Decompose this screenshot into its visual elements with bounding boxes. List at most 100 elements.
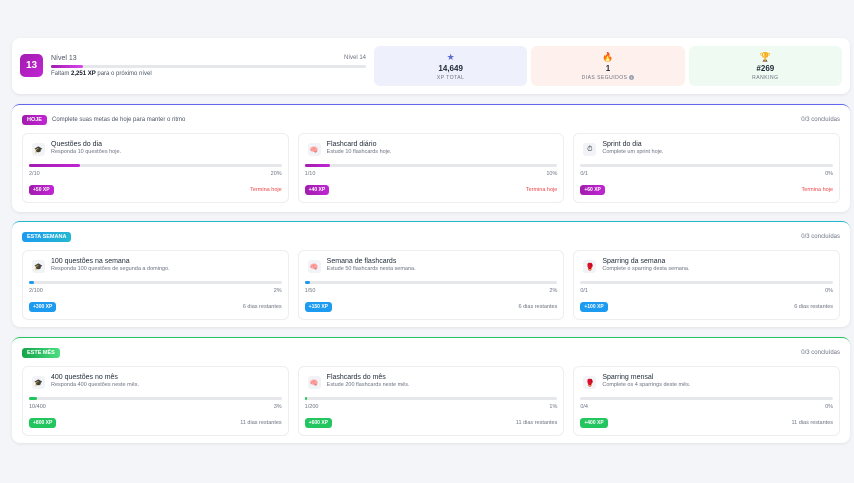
quest-deadline: 11 dias restantes: [240, 420, 282, 426]
section-week: ESTA SEMANA 0/3 concluídas 🎓 100 questões…: [12, 221, 850, 327]
streak-value: 1: [605, 63, 611, 73]
ranking-value: #269: [756, 63, 775, 73]
level-badge: 13: [20, 54, 43, 77]
xp-reward-badge: +400 XP: [580, 418, 608, 428]
quest-percent: 2%: [549, 288, 558, 294]
quest-deadline: 11 dias restantes: [515, 420, 558, 426]
quest-progress-fill: [29, 164, 80, 167]
level-block: 13 Nível 13 Nível 14 Faltam 2,251 XP par…: [20, 46, 370, 86]
quest-subtitle: Estude 200 flashcards neste mês.: [326, 382, 410, 388]
section-week-count: 0/3 concluídas: [801, 234, 840, 240]
quest-subtitle: Responda 10 questões hoje.: [51, 149, 122, 155]
next-level-label: Nível 14: [343, 55, 366, 61]
quest-progress: 0/4: [580, 404, 588, 410]
quest-title: Questões do dia: [51, 141, 102, 148]
quest-deadline: 6 dias restantes: [242, 304, 282, 310]
quest-subtitle: Estude 50 flashcards nesta semana.: [326, 266, 416, 272]
star-icon: ★: [446, 51, 455, 62]
quest-deadline: 6 dias restantes: [518, 304, 558, 310]
xp-reward-badge: +300 XP: [29, 302, 57, 312]
total-xp-value: 14,649: [438, 63, 463, 73]
section-week-header: ESTA SEMANA 0/3 concluídas: [22, 230, 840, 244]
streak-label: DIAS SEGUIDOS i: [582, 75, 635, 81]
quest-card[interactable]: 🧠 Semana de flashcards Estude 50 flashcard…: [297, 250, 565, 320]
quest-card[interactable]: 🎓 100 questões na semana Responda 100 ques…: [22, 250, 289, 320]
section-month-header: ESTE MÊS 0/3 concluídas: [22, 346, 840, 360]
xp-reward-badge: +50 XP: [29, 185, 54, 195]
section-today-count: 0/3 concluídas: [801, 117, 840, 123]
quest-progress-bar: [580, 281, 834, 284]
quest-title: 100 questões na semana: [51, 258, 130, 265]
stat-streak: 🔥 1 DIAS SEGUIDOS i: [531, 46, 685, 86]
xp-reward-badge: +40 XP: [304, 185, 330, 195]
ranking-label: RANKING: [752, 74, 779, 81]
xp-remaining: Faltam 2,251 XP para o próximo nível: [51, 71, 366, 77]
quest-card[interactable]: ⏱ Sprint do dia Complete um sprint hoje. 0…: [573, 133, 841, 203]
quest-title: Semana de flashcards: [326, 258, 397, 265]
quest-card[interactable]: 🧠 Flashcard diário Estude 10 flashcards ho…: [297, 133, 565, 203]
quest-card[interactable]: 🥊 Sparring da semana Complete o sparring d…: [573, 250, 841, 320]
quest-progress: 0/1: [580, 288, 588, 294]
quest-percent: 2%: [273, 288, 282, 294]
week-cards: 🎓 100 questões na semana Responda 100 ques…: [22, 250, 841, 320]
xp-remaining-suffix: para o próximo nível: [95, 71, 152, 77]
quest-deadline: 11 dias restantes: [791, 420, 834, 426]
xp-remaining-prefix: Faltam: [51, 71, 72, 77]
info-icon[interactable]: i: [629, 74, 635, 80]
flashcard-icon: 🧠: [307, 376, 321, 389]
flame-icon: 🔥: [602, 51, 614, 62]
month-cards: 🎓 400 questões no mês Responda 400 questõe…: [22, 366, 841, 436]
quest-subtitle: Complete os 4 sparrings deste mês.: [602, 382, 691, 388]
quest-percent: 0%: [825, 404, 834, 410]
question-icon: 🎓: [32, 143, 45, 156]
quest-progress-bar: [304, 397, 558, 400]
quest-deadline: Termina hoje: [250, 187, 282, 193]
quest-title: Flashcards do mês: [326, 374, 386, 381]
tag-month: ESTE MÊS: [22, 348, 60, 358]
question-icon: 🎓: [32, 376, 45, 389]
quest-progress-fill: [29, 397, 37, 400]
quest-progress-fill: [304, 397, 308, 400]
quest-progress-bar: [580, 397, 834, 400]
section-today-description: Complete suas metas de hoje para manter …: [51, 117, 186, 123]
quest-deadline: 6 dias restantes: [794, 304, 834, 310]
section-month: ESTE MÊS 0/3 concluídas 🎓 400 questões no…: [12, 337, 850, 443]
quest-card[interactable]: 🎓 Questões do dia Responda 10 questões hoj…: [22, 133, 289, 203]
level-info: Nível 13 Nível 14 Faltam 2,251 XP para o…: [51, 55, 366, 77]
quest-deadline: Termina hoje: [801, 187, 834, 193]
quest-progress: 2/100: [29, 288, 43, 294]
quest-deadline: Termina hoje: [525, 187, 558, 193]
quest-progress-fill: [304, 281, 310, 284]
stat-total-xp: ★ 14,649 XP TOTAL: [374, 46, 528, 86]
quest-subtitle: Responda 100 questões de segunda a domin…: [51, 266, 170, 272]
quest-title: Flashcard diário: [326, 141, 377, 148]
quest-progress-bar: [29, 397, 282, 400]
quest-title: Sprint do dia: [602, 141, 642, 148]
quest-progress-bar: [580, 164, 834, 167]
xp-reward-badge: +60 XP: [580, 185, 605, 195]
quest-percent: 20%: [270, 171, 282, 177]
quest-title: Sparring mensal: [602, 374, 654, 381]
quest-subtitle: Complete o sparring desta semana.: [602, 266, 690, 272]
quest-progress: 1/200: [304, 404, 319, 410]
xp-reward-badge: +800 XP: [29, 418, 57, 428]
stat-ranking[interactable]: 🏆 #269 RANKING: [688, 46, 842, 86]
quest-card[interactable]: 🥊 Sparring mensal Complete os 4 sparrings …: [573, 366, 841, 436]
sparring-icon: 🥊: [583, 376, 597, 389]
quest-progress: 2/10: [29, 171, 40, 177]
quest-card[interactable]: 🧠 Flashcards do mês Estude 200 flashcards …: [297, 366, 565, 436]
quest-progress: 0/1: [580, 171, 588, 177]
tag-today: HOJE: [22, 115, 47, 125]
quest-percent: 0%: [825, 288, 834, 294]
quest-card[interactable]: 🎓 400 questões no mês Responda 400 questõe…: [22, 366, 289, 436]
level-progress-bar: [51, 65, 366, 68]
tag-week: ESTA SEMANA: [22, 232, 72, 242]
quest-progress: 10/400: [29, 404, 46, 410]
today-cards: 🎓 Questões do dia Responda 10 questões hoj…: [22, 133, 841, 203]
section-week-title: ESTA SEMANA: [22, 232, 72, 242]
section-today-header: HOJE Complete suas metas de hoje para ma…: [22, 113, 840, 127]
level-labels: Nível 13 Nível 14: [51, 55, 366, 62]
trophy-icon: 🏆: [759, 51, 771, 62]
quest-progress-fill: [304, 164, 330, 167]
quest-subtitle: Estude 10 flashcards hoje.: [326, 149, 392, 155]
